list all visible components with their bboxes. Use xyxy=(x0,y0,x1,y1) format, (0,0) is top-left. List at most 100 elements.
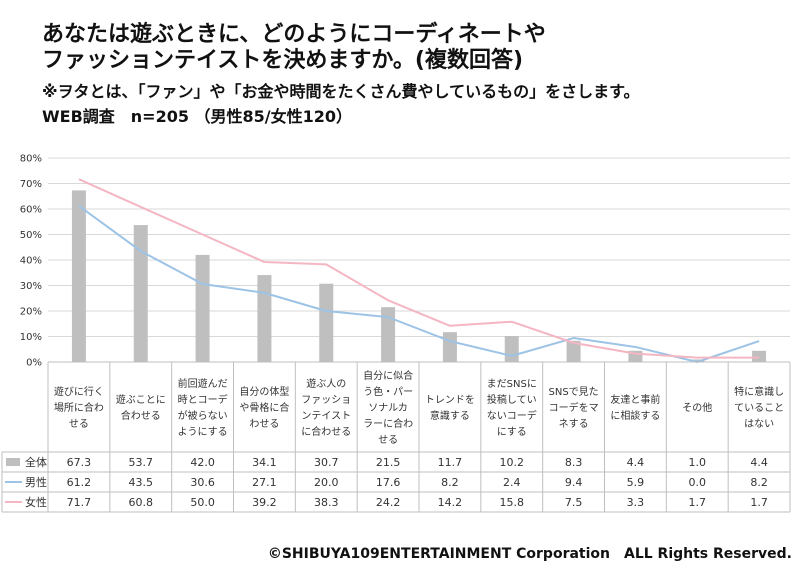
category-label: 遊ぶ人の xyxy=(306,377,346,390)
data-label: 39.2 xyxy=(252,496,277,509)
bar xyxy=(690,359,705,362)
category-label: に合わせる xyxy=(301,425,351,438)
bar xyxy=(752,350,767,362)
data-label: 71.7 xyxy=(67,496,92,509)
category-label: や骨格に合 xyxy=(239,401,289,414)
data-label: 4.4 xyxy=(627,456,645,469)
y-tick-label: 50% xyxy=(20,230,42,241)
y-tick-label: 60% xyxy=(20,205,42,216)
category-label: 意識する xyxy=(430,409,470,422)
data-label: 30.6 xyxy=(190,476,215,489)
bar xyxy=(381,307,396,362)
copyright-footer: ©SHIBUYA109ENTERTAINMENT Corporation ALL… xyxy=(267,546,792,562)
y-tick-label: 70% xyxy=(20,179,42,190)
bar xyxy=(71,190,86,362)
bar xyxy=(319,283,334,362)
category-label: 自分の体型 xyxy=(239,385,289,398)
category-label: が被らない xyxy=(178,409,228,422)
category-label: コーデをマ xyxy=(549,401,599,414)
category-label: わせる xyxy=(249,418,279,430)
category-label: にする xyxy=(497,426,527,438)
category-label: 自分に似合 xyxy=(363,369,413,382)
male-series-line xyxy=(78,205,760,363)
data-label: 3.3 xyxy=(627,496,645,509)
female-series-line xyxy=(78,178,760,359)
data-label: 7.5 xyxy=(565,496,583,509)
chart-note: ※ヲタとは、「ファン」や「お金や時間をたくさん費やしているもの」をさします。 xyxy=(42,82,640,101)
data-label: 10.2 xyxy=(500,456,525,469)
data-label: 38.3 xyxy=(314,496,339,509)
data-label: 1.7 xyxy=(750,496,768,509)
y-tick-label: 40% xyxy=(20,256,42,267)
category-label: せる xyxy=(69,418,89,430)
chart-title-line2: ファッションテイストを決めますか。(複数回答) xyxy=(42,48,524,73)
category-label: ないコーデ xyxy=(487,409,537,422)
category-label: その他 xyxy=(682,401,712,414)
data-label: 1.0 xyxy=(689,456,707,469)
category-label: はない xyxy=(744,418,774,430)
category-label: に相談する xyxy=(610,409,660,422)
data-label: 9.4 xyxy=(565,476,583,489)
legend-series-name: 男性 xyxy=(25,475,47,489)
category-label: 合わせる xyxy=(121,409,161,422)
data-label: 1.7 xyxy=(689,496,707,509)
category-label: ファッショ xyxy=(301,395,351,406)
bar xyxy=(257,275,272,362)
data-label: 8.2 xyxy=(750,476,768,489)
data-label: 42.0 xyxy=(190,456,215,469)
data-label: 43.5 xyxy=(129,476,154,489)
category-label: ていること xyxy=(734,402,784,414)
category-label: 時とコーデ xyxy=(178,393,228,406)
data-label: 5.9 xyxy=(627,476,645,489)
category-label: ソナルカ xyxy=(368,402,408,414)
category-label: ラーに合わ xyxy=(363,417,413,430)
data-label: 0.0 xyxy=(689,476,707,489)
data-label: 11.7 xyxy=(438,456,463,469)
data-label: 8.3 xyxy=(565,456,583,469)
category-label: せる xyxy=(378,434,398,446)
bar xyxy=(628,350,643,362)
legend-series-name: 全体 xyxy=(25,455,47,469)
y-tick-label: 80% xyxy=(20,154,42,165)
y-tick-label: 10% xyxy=(20,332,42,343)
category-label: ンテイスト xyxy=(301,411,351,422)
chart-title-line1: あなたは遊ぶときに、どのようにコーディネートや xyxy=(42,22,546,47)
bar xyxy=(504,335,519,362)
category-label: 遊びに行く xyxy=(54,385,104,398)
category-label: 前回遊んだ xyxy=(178,377,228,390)
category-label: 場所に合わ xyxy=(54,401,104,414)
category-label: 特に意識し xyxy=(734,385,784,398)
data-label: 4.4 xyxy=(750,456,768,469)
category-label: トレンドを xyxy=(425,394,475,406)
data-label: 50.0 xyxy=(190,496,215,509)
data-label: 17.6 xyxy=(376,476,401,489)
bar xyxy=(195,254,210,362)
category-label: う色・パー xyxy=(363,385,413,398)
bar xyxy=(442,332,457,362)
y-tick-label: 30% xyxy=(20,281,42,292)
category-label: まだSNSに xyxy=(487,378,537,390)
data-label: 21.5 xyxy=(376,456,401,469)
legend-series-name: 女性 xyxy=(25,495,47,509)
data-label: 15.8 xyxy=(500,496,525,509)
y-tick-label: 0% xyxy=(26,358,42,369)
data-label: 2.4 xyxy=(503,476,521,489)
data-label: 24.2 xyxy=(376,496,401,509)
data-label: 53.7 xyxy=(129,456,154,469)
data-label: 34.1 xyxy=(252,456,277,469)
category-label: 友達と事前 xyxy=(610,393,660,406)
bar xyxy=(133,225,148,362)
legend-key-all xyxy=(6,458,20,466)
category-label: 遊ぶことに xyxy=(116,393,166,406)
data-label: 8.2 xyxy=(441,476,459,489)
data-label: 61.2 xyxy=(67,476,92,489)
category-label: 投稿してい xyxy=(487,393,537,406)
bar xyxy=(566,340,581,362)
y-tick-label: 20% xyxy=(20,307,42,318)
data-label: 27.1 xyxy=(252,476,277,489)
category-label: ネする xyxy=(559,418,589,430)
data-label: 20.0 xyxy=(314,476,339,489)
survey-info: WEB調査 n=205 （男性85/女性120） xyxy=(42,107,353,126)
data-label: 30.7 xyxy=(314,456,339,469)
